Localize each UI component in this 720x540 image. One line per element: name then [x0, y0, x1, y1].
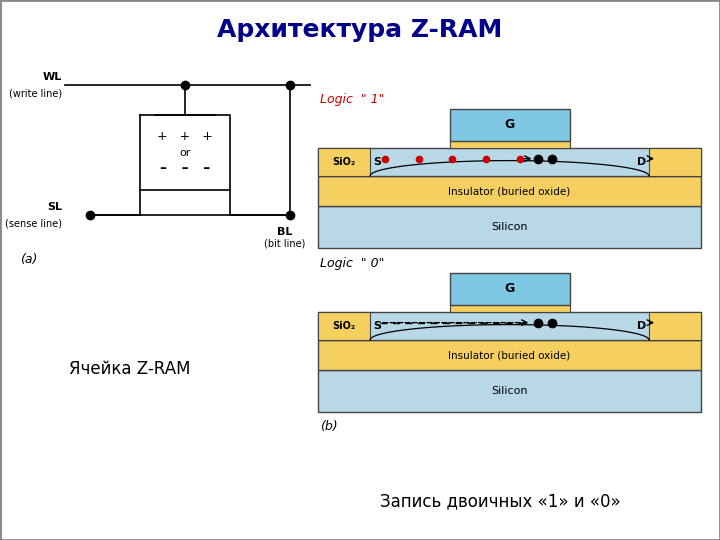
FancyBboxPatch shape — [449, 109, 570, 141]
Text: SiO₂: SiO₂ — [333, 321, 356, 331]
FancyBboxPatch shape — [318, 206, 701, 248]
Text: or: or — [179, 147, 191, 158]
FancyBboxPatch shape — [318, 340, 701, 370]
Text: D: D — [636, 321, 646, 331]
FancyBboxPatch shape — [318, 312, 370, 340]
Text: Insulator (buried oxide): Insulator (buried oxide) — [449, 350, 571, 360]
Text: (write line): (write line) — [9, 88, 62, 98]
Text: SL: SL — [47, 202, 62, 212]
FancyBboxPatch shape — [649, 148, 701, 176]
FancyBboxPatch shape — [318, 312, 701, 340]
FancyBboxPatch shape — [318, 176, 701, 206]
FancyBboxPatch shape — [318, 370, 701, 412]
Text: D: D — [636, 157, 646, 167]
FancyBboxPatch shape — [449, 273, 570, 305]
Text: (a): (a) — [20, 253, 37, 266]
Text: S: S — [373, 157, 381, 167]
Text: SiO₂: SiO₂ — [333, 157, 356, 167]
FancyBboxPatch shape — [449, 305, 570, 312]
Text: Logic  " 0": Logic " 0" — [320, 257, 384, 270]
Text: (sense line): (sense line) — [5, 218, 62, 228]
Text: Архитектура Z-RAM: Архитектура Z-RAM — [217, 18, 503, 42]
Text: Silicon: Silicon — [491, 386, 528, 396]
FancyBboxPatch shape — [318, 148, 701, 176]
Text: (bit line): (bit line) — [264, 239, 306, 249]
Text: BL: BL — [277, 227, 293, 237]
FancyBboxPatch shape — [318, 148, 370, 176]
Text: Ячейка Z-RAM: Ячейка Z-RAM — [69, 360, 191, 378]
Text: Запись двоичных «1» и «0»: Запись двоичных «1» и «0» — [379, 492, 621, 510]
Text: Silicon: Silicon — [491, 222, 528, 232]
Text: +   +   +: + + + — [157, 130, 213, 143]
Text: G: G — [505, 282, 515, 295]
Text: (b): (b) — [320, 420, 338, 433]
FancyBboxPatch shape — [449, 141, 570, 148]
Text: Logic  " 1": Logic " 1" — [320, 93, 384, 106]
Text: WL: WL — [42, 72, 62, 82]
Text: S: S — [373, 321, 381, 331]
Text: Insulator (buried oxide): Insulator (buried oxide) — [449, 186, 571, 196]
FancyBboxPatch shape — [649, 312, 701, 340]
Text: –   –   –: – – – — [160, 160, 210, 174]
Text: G: G — [505, 118, 515, 132]
